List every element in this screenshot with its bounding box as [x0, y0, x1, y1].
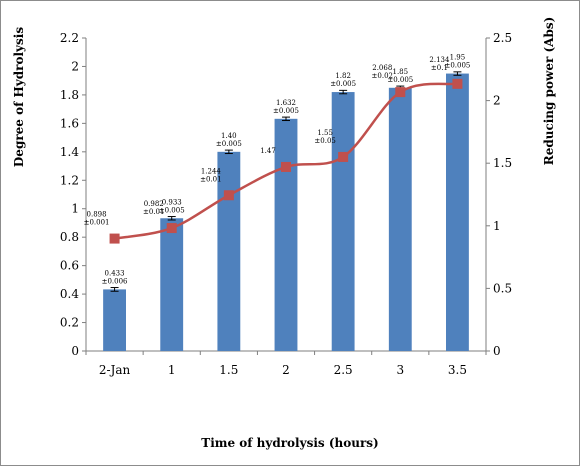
x-axis-title: Time of hydrolysis (hours) [201, 436, 378, 450]
line-data-label: 0.982 ±0.01 [143, 200, 164, 216]
bar [103, 289, 126, 351]
line-data-label: 0.898 ±0.001 [84, 211, 110, 227]
y-tick-label: 1.4 [60, 145, 79, 159]
y2-tick-label: 2.5 [493, 31, 512, 45]
line-marker [281, 161, 291, 172]
line-data-label: 1.47 [260, 147, 276, 155]
bar [160, 218, 184, 351]
bar [446, 73, 469, 352]
y-tick-label: 2.2 [60, 31, 79, 45]
x-tick-label: 2-Jan [99, 363, 131, 377]
y2-tick-label: 0 [493, 344, 501, 358]
x-tick-label: 2.5 [334, 363, 353, 377]
y-axis-title: Degree of Hydrolysis [12, 27, 26, 167]
y-tick-label: 0.6 [60, 259, 79, 273]
bar-data-label: 0.933 ±0.005 [159, 198, 185, 214]
y-tick-label: 2 [71, 59, 79, 73]
x-tick-label: 3 [396, 363, 404, 377]
line-marker [338, 151, 349, 162]
x-tick-label: 2 [282, 363, 290, 377]
bar [331, 92, 355, 352]
y2-axis-title: Reducing power (Abs) [542, 17, 556, 166]
bar-data-label: 1.632 ±0.005 [273, 99, 299, 115]
line-marker [395, 87, 406, 98]
bar-data-label: 1.85 ±0.005 [387, 68, 413, 84]
y-tick-label: 1.8 [60, 88, 79, 102]
line-marker [166, 223, 177, 234]
x-tick-label: 1 [168, 363, 176, 377]
labels-layer: 0.433 ±0.006 0.933 ±0.005 1.40 ±0.005 1.632 ±0.… [84, 54, 471, 286]
y-tick-label: 1.2 [60, 173, 79, 187]
y2-tick-label: 0.5 [493, 281, 512, 295]
line-marker [223, 190, 234, 201]
y-tick-label: 0 [71, 344, 79, 358]
bar [388, 87, 412, 351]
x-tick-label: 1.5 [219, 363, 238, 377]
y2-tick-label: 2 [493, 94, 501, 108]
y-tick-label: 0.2 [60, 316, 79, 330]
bar-data-label: 0.433 ±0.006 [102, 269, 128, 285]
y-tick-label: 1 [71, 202, 79, 216]
line-marker [109, 233, 120, 244]
line-data-label: 2.068 ±0.02 [372, 64, 393, 80]
bar [274, 118, 298, 351]
y-tick-label: 1.6 [60, 116, 79, 130]
y-tick-label: 0.4 [60, 287, 79, 301]
line-marker [452, 78, 463, 89]
bar-data-label: 1.40 ±0.005 [216, 132, 242, 148]
y2-tick-label: 1.5 [493, 156, 512, 170]
line-data-label: 2.134 ±0.1 [429, 56, 450, 72]
bar-data-label: 1.95 ±0.005 [444, 54, 470, 70]
line-data-label: 1.244 ±0.01 [200, 167, 221, 183]
line-layer [109, 78, 463, 244]
x-tick-label: 3.5 [448, 363, 467, 377]
axes-layer: 0 0.2 0.4 0.6 0.8 1 1.2 1.4 1.6 1.8 2 2.2 0 0.5 1 1.5 2 2… [60, 31, 512, 377]
y-tick-label: 0.8 [60, 230, 79, 244]
bar [217, 151, 241, 351]
line-data-label: 1.55 ±0.05 [314, 129, 335, 145]
y2-tick-label: 1 [493, 219, 501, 233]
bar-data-label: 1.82 ±0.005 [330, 72, 356, 88]
bars-layer [103, 71, 469, 352]
